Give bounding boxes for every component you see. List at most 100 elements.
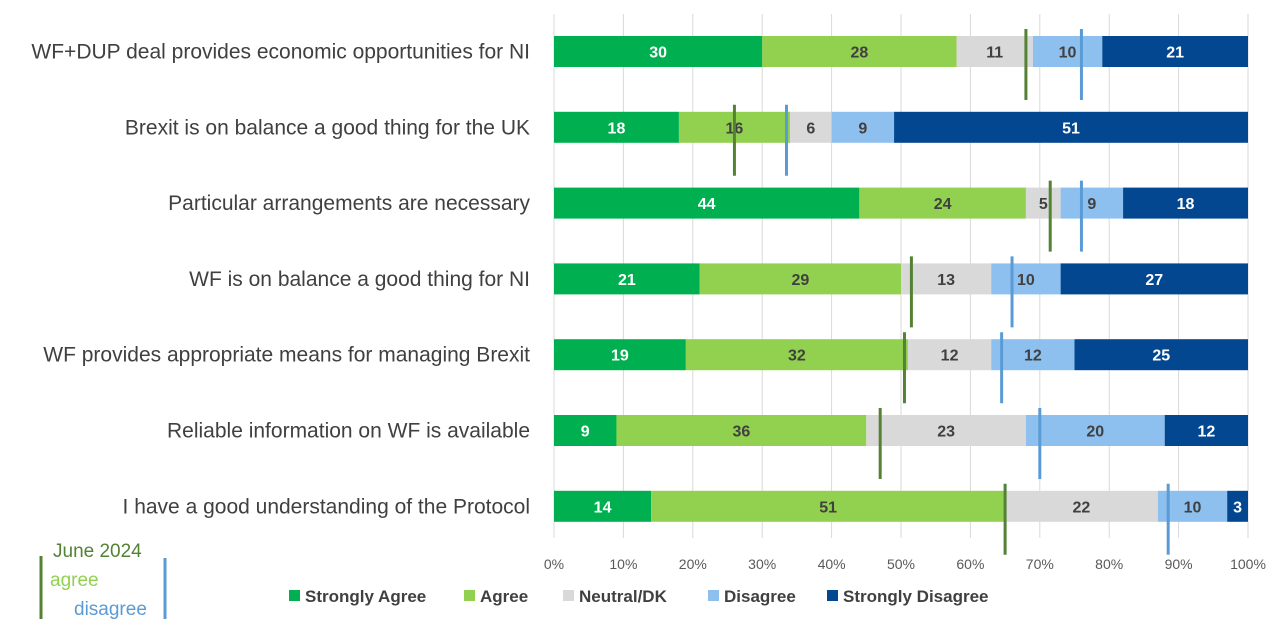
data-label: 20 bbox=[1086, 424, 1104, 441]
x-tick-label: 60% bbox=[956, 556, 984, 572]
bar-segment bbox=[894, 111, 1248, 143]
bar-segment bbox=[554, 111, 679, 143]
data-label: 32 bbox=[788, 348, 806, 365]
category-label: WF provides appropriate means for managi… bbox=[43, 344, 530, 367]
x-tick-label: 100% bbox=[1230, 556, 1266, 572]
data-label: 10 bbox=[1059, 45, 1077, 62]
category-labels: WF+DUP deal provides economic opportunit… bbox=[31, 41, 530, 519]
data-label: 6 bbox=[806, 120, 815, 137]
category-label: WF+DUP deal provides economic opportunit… bbox=[31, 41, 530, 64]
bar-segment bbox=[616, 415, 867, 446]
legend-swatch bbox=[708, 590, 719, 601]
bar-segment bbox=[1123, 187, 1248, 219]
legend-label: Neutral/DK bbox=[579, 587, 668, 606]
data-label: 36 bbox=[732, 424, 750, 441]
legend-label: Strongly Agree bbox=[305, 587, 426, 606]
bar-segment bbox=[831, 111, 895, 143]
data-label: 3 bbox=[1233, 499, 1242, 516]
bar-segment bbox=[554, 415, 617, 446]
bar-segment bbox=[1074, 339, 1248, 371]
data-label: 21 bbox=[1166, 45, 1184, 62]
bar-segment bbox=[991, 339, 1075, 371]
bar-segment bbox=[907, 339, 992, 371]
x-tick-label: 0% bbox=[544, 556, 564, 572]
data-label: 51 bbox=[1062, 120, 1080, 137]
bar-segment bbox=[1025, 187, 1061, 219]
data-label: 12 bbox=[1197, 424, 1215, 441]
bar-segment bbox=[1060, 263, 1248, 295]
bar-segment bbox=[991, 263, 1061, 295]
x-axis-ticks: 0% 10% 20% 30% 40% 50% 60% 70% 80% 90% 100% bbox=[544, 556, 1266, 572]
legend-swatch bbox=[289, 590, 300, 601]
data-label: 29 bbox=[791, 272, 809, 289]
bar-segment bbox=[1164, 415, 1248, 446]
category-label: Reliable information on WF is available bbox=[167, 420, 530, 443]
legend-swatch bbox=[827, 590, 838, 601]
legend-label: Agree bbox=[480, 587, 528, 606]
data-label: 22 bbox=[1073, 499, 1091, 516]
data-label: 9 bbox=[858, 120, 867, 137]
marker-key-agree-label: agree bbox=[50, 570, 99, 591]
data-label: 12 bbox=[941, 348, 959, 365]
x-tick-label: 80% bbox=[1095, 556, 1123, 572]
data-label: 18 bbox=[608, 120, 626, 137]
x-tick-label: 30% bbox=[748, 556, 776, 572]
data-label: 28 bbox=[850, 45, 868, 62]
bar-segment bbox=[1025, 415, 1165, 446]
bar-segment bbox=[956, 36, 1033, 67]
data-label: 13 bbox=[937, 272, 955, 289]
bar-segment bbox=[1227, 490, 1248, 522]
legend-label: Strongly Disagree bbox=[843, 587, 989, 606]
bar-segment bbox=[1060, 187, 1124, 219]
category-label: Particular arrangements are necessary bbox=[168, 192, 530, 215]
legend-label: Disagree bbox=[724, 587, 796, 606]
bar-segment bbox=[554, 187, 860, 219]
data-label: 9 bbox=[581, 424, 590, 441]
marker-key-disagree-label: disagree bbox=[74, 599, 147, 620]
bar-segment bbox=[651, 490, 1006, 522]
bar-segment bbox=[699, 263, 901, 295]
x-tick-label: 20% bbox=[679, 556, 707, 572]
data-label: 18 bbox=[1177, 196, 1195, 213]
marker-key-title: June 2024 bbox=[53, 541, 142, 562]
data-label: 19 bbox=[611, 348, 629, 365]
data-label: 51 bbox=[819, 499, 837, 516]
x-tick-label: 40% bbox=[818, 556, 846, 572]
bar-segment bbox=[554, 36, 763, 67]
data-label: 9 bbox=[1087, 196, 1096, 213]
data-label: 44 bbox=[698, 196, 716, 213]
bar-segment bbox=[1005, 490, 1158, 522]
x-tick-label: 90% bbox=[1165, 556, 1193, 572]
x-tick-label: 10% bbox=[609, 556, 637, 572]
bar-segment bbox=[789, 111, 832, 143]
data-label: 10 bbox=[1017, 272, 1035, 289]
data-label: 30 bbox=[649, 45, 667, 62]
bar-segment bbox=[554, 490, 652, 522]
data-label: 12 bbox=[1024, 348, 1042, 365]
bar-segment bbox=[762, 36, 957, 67]
bars: 3028111021181669514424591821291310271932… bbox=[554, 36, 1248, 522]
data-label: 14 bbox=[594, 499, 612, 516]
legend-swatch bbox=[563, 590, 574, 601]
data-label: 24 bbox=[934, 196, 952, 213]
bar-segment bbox=[1032, 36, 1103, 67]
bar-segment bbox=[901, 263, 992, 295]
data-label: 21 bbox=[618, 272, 636, 289]
bar-segment bbox=[859, 187, 1026, 219]
x-tick-label: 70% bbox=[1026, 556, 1054, 572]
category-label: I have a good understanding of the Proto… bbox=[123, 495, 530, 518]
bar-segment bbox=[685, 339, 908, 371]
legend: Strongly Agree Agree Neutral/DK Disagree Str… bbox=[289, 587, 989, 606]
data-label: 27 bbox=[1145, 272, 1163, 289]
data-label: 25 bbox=[1152, 348, 1170, 365]
data-label: 5 bbox=[1039, 196, 1048, 213]
bar-segment bbox=[554, 263, 700, 295]
marker-key: June 2024 agree disagree bbox=[39, 541, 167, 620]
bar-segment bbox=[1102, 36, 1248, 67]
bar-segment bbox=[554, 339, 686, 371]
data-label: 23 bbox=[937, 424, 955, 441]
category-label: WF is on balance a good thing for NI bbox=[189, 268, 530, 291]
data-label: 11 bbox=[986, 45, 1003, 62]
bar-segment bbox=[866, 415, 1026, 446]
